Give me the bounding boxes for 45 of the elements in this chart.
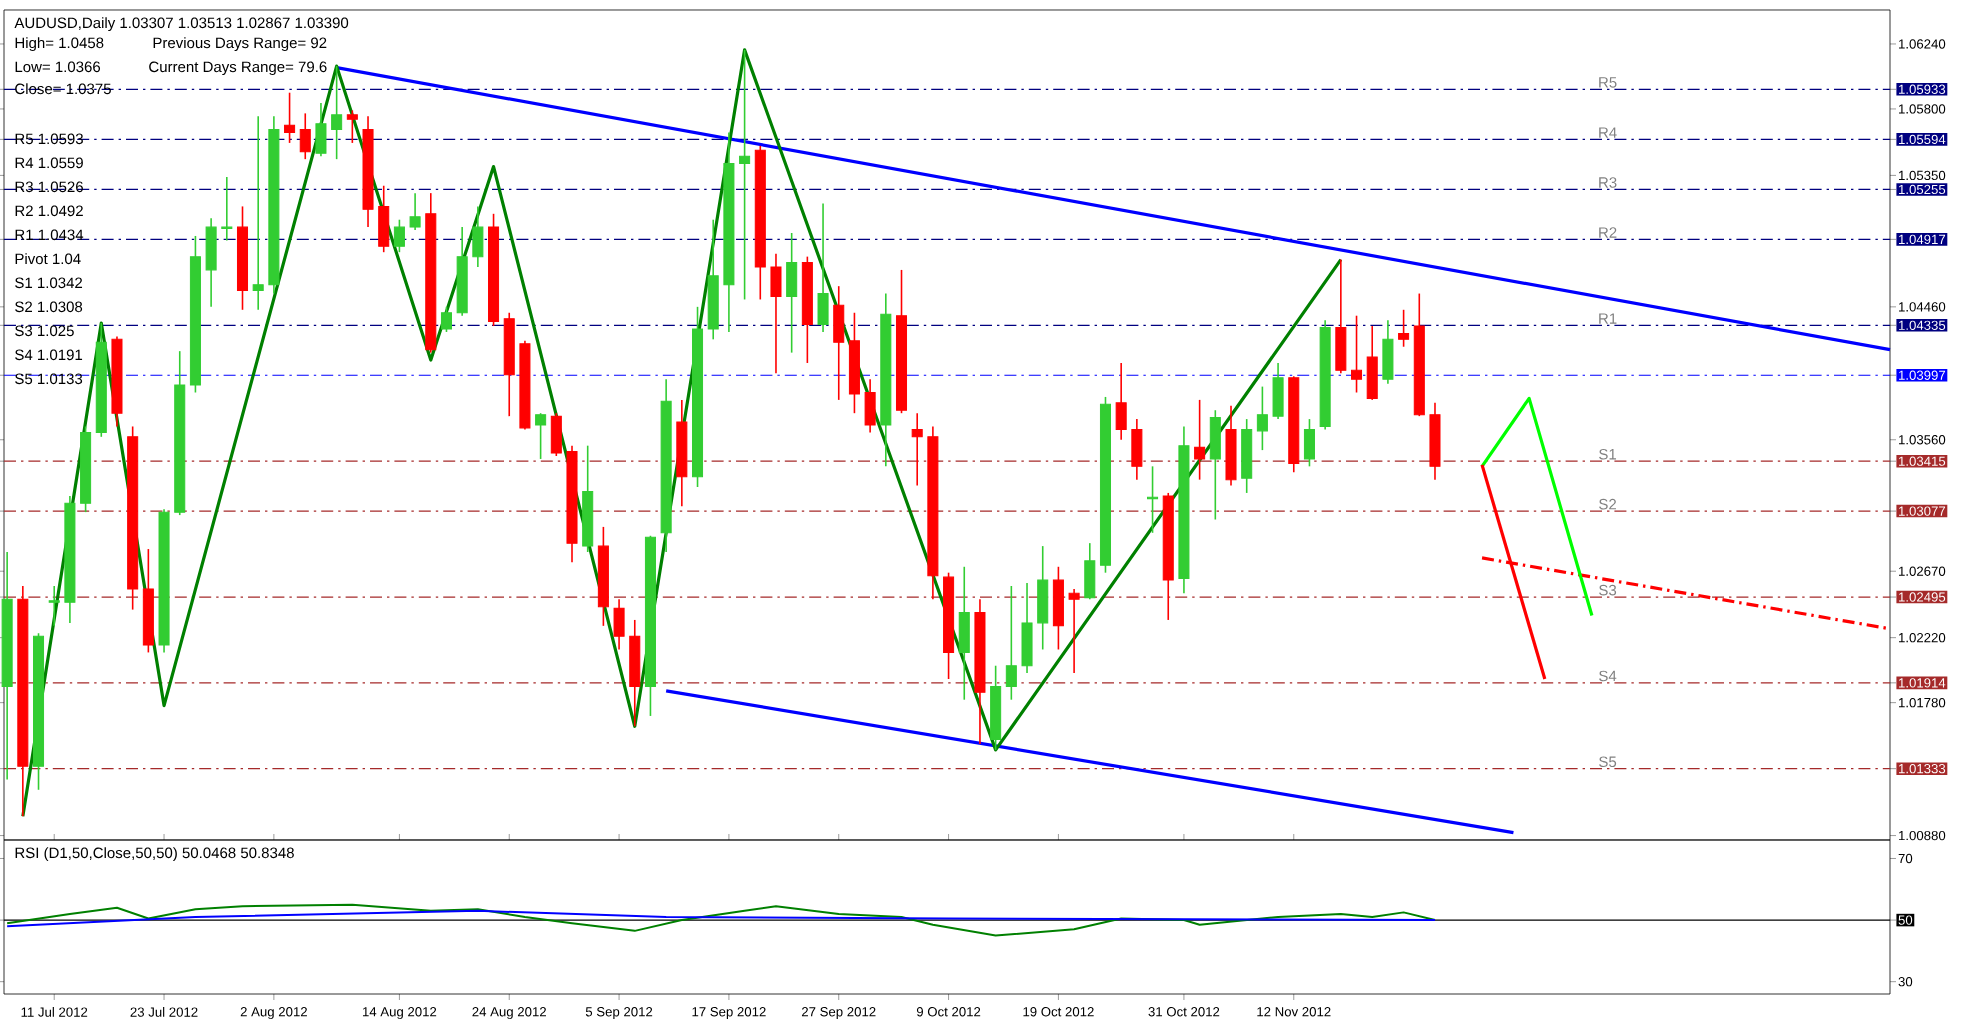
candlestick: [1068, 588, 1080, 674]
candlestick: [1005, 585, 1017, 701]
candlestick: [786, 232, 798, 354]
candlestick: [48, 585, 60, 627]
candlestick: [1021, 582, 1033, 674]
candlestick: [1366, 325, 1378, 401]
candlestick: [535, 412, 547, 460]
candlestick: [378, 184, 390, 253]
candlestick: [409, 192, 421, 231]
candlestick: [864, 378, 876, 434]
candlestick: [346, 109, 358, 144]
candlestick: [1209, 409, 1221, 521]
candlestick: [550, 412, 562, 457]
candlestick: [1052, 565, 1064, 651]
candlestick: [1382, 319, 1394, 385]
candlestick: [331, 65, 343, 160]
candlestick: [252, 115, 264, 311]
candlestick: [440, 306, 452, 333]
candlestick: [1335, 258, 1347, 375]
candlestick: [817, 202, 829, 333]
candlestick: [1084, 542, 1096, 601]
candlestick: [393, 218, 405, 253]
candlestick: [1398, 309, 1410, 348]
candlestick: [299, 112, 311, 160]
candlestick: [958, 565, 970, 701]
candlestick: [1194, 399, 1206, 481]
candlestick: [284, 91, 296, 144]
candlestick: [472, 205, 484, 268]
candlestick: [221, 176, 233, 242]
candlestick: [833, 285, 845, 401]
candlestick: [1256, 385, 1268, 451]
candlestick: [1303, 418, 1315, 468]
candlestick: [739, 49, 751, 301]
candlestick: [1131, 418, 1143, 481]
line-series: [6, 909, 1436, 928]
candlestick: [911, 412, 923, 487]
candlestick: [1272, 362, 1284, 420]
candlestick: [205, 217, 217, 308]
candlestick: [1037, 545, 1049, 651]
line-series: [6, 903, 1436, 937]
candlestick: [1115, 362, 1127, 441]
candlestick: [770, 252, 782, 375]
candlestick: [315, 102, 327, 158]
candlestick: [1351, 314, 1363, 394]
candlestick: [613, 598, 625, 651]
